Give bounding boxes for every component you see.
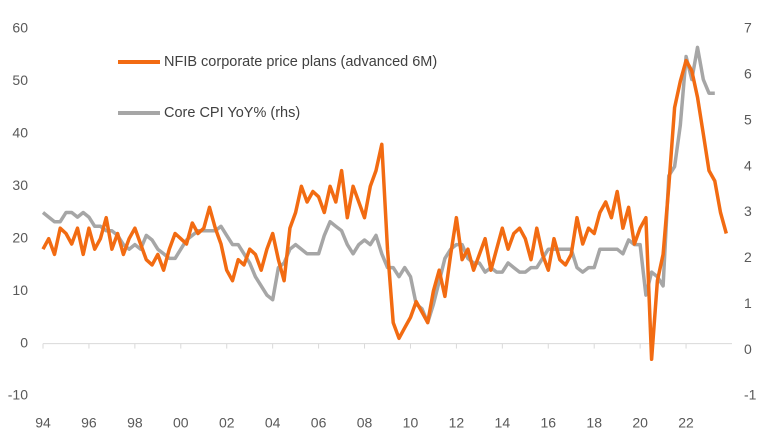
y2-tick-label: 7 [744, 20, 752, 36]
y-tick-label: 10 [12, 282, 28, 298]
y-tick-label: -10 [8, 387, 28, 403]
y2-tick-label: 3 [744, 203, 752, 219]
y2-tick-label: 5 [744, 111, 752, 127]
y-tick-label: 30 [12, 177, 28, 193]
x-tick-label: 94 [35, 415, 51, 431]
y-tick-label: 50 [12, 72, 28, 88]
x-tick-label: 96 [81, 415, 97, 431]
x-tick-label: 18 [586, 415, 602, 431]
x-tick-label: 02 [219, 415, 235, 431]
y-tick-label: 40 [12, 125, 28, 141]
y2-tick-label: -1 [744, 387, 757, 403]
x-tick-label: 12 [449, 415, 465, 431]
y2-tick-label: 6 [744, 66, 752, 82]
series-line [41, 45, 715, 325]
legend: NFIB corporate price plans (advanced 6M)… [118, 54, 437, 121]
legend-label: NFIB corporate price plans (advanced 6M) [164, 54, 437, 70]
x-tick-label: 98 [127, 415, 143, 431]
x-tick-label: 20 [632, 415, 648, 431]
y-tick-label: 60 [12, 20, 28, 36]
y-tick-label: 20 [12, 229, 28, 245]
y-tick-label: 0 [20, 334, 28, 350]
x-tick-label: 06 [311, 415, 327, 431]
x-tick-label: 16 [540, 415, 556, 431]
y2-tick-label: 4 [744, 157, 752, 173]
x-tick-label: 08 [357, 415, 373, 431]
x-tick-label: 14 [495, 415, 511, 431]
y2-tick-label: 2 [744, 249, 752, 265]
y2-tick-label: 0 [744, 341, 752, 357]
legend-label: Core CPI YoY% (rhs) [164, 105, 300, 121]
y2-tick-label: 1 [744, 295, 752, 311]
x-tick-label: 22 [678, 415, 694, 431]
x-tick-label: 10 [403, 415, 419, 431]
x-tick-label: 00 [173, 415, 189, 431]
x-tick-label: 04 [265, 415, 281, 431]
series-line [41, 58, 728, 362]
